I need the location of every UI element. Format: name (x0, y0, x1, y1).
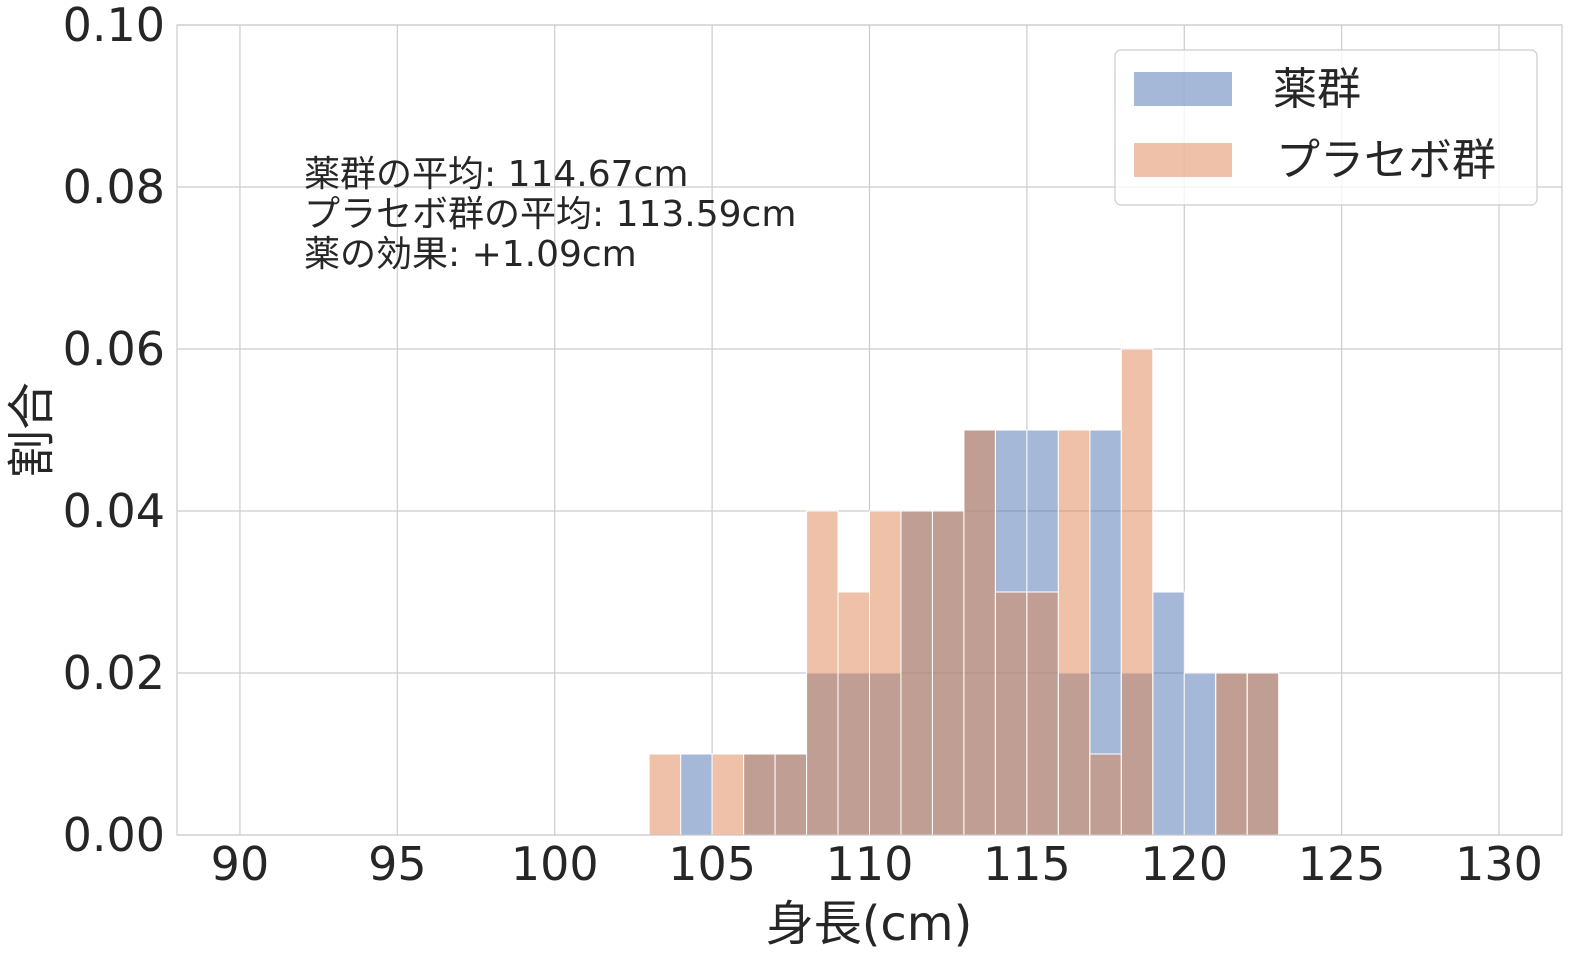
y-tick-label: 0.08 (63, 160, 165, 214)
bar-drug (680, 753, 713, 836)
bar-placebo (869, 510, 902, 836)
x-tick-label: 130 (1455, 837, 1543, 891)
x-tick-label: 95 (368, 837, 427, 891)
annotation-block: 薬群の平均: 114.67cm プラセボ群の平均: 113.59cm 薬の効果:… (304, 154, 796, 275)
x-tick-label: 100 (511, 837, 599, 891)
legend-swatch-drug (1134, 72, 1232, 106)
y-tick-label: 0.00 (63, 808, 165, 862)
annotation-drug-mean: 薬群の平均: 114.67cm (304, 154, 688, 195)
x-tick-label: 115 (983, 837, 1071, 891)
x-tick-label: 125 (1298, 837, 1386, 891)
legend-swatch-placebo (1134, 143, 1232, 177)
x-tick-labels: 90 95 100 105 110 115 120 125 130 (211, 837, 1543, 891)
bar-drug (1152, 591, 1185, 836)
y-tick-label: 0.06 (63, 322, 165, 376)
x-tick-label: 120 (1140, 837, 1228, 891)
x-tick-label: 105 (668, 837, 756, 891)
y-axis-label: 割合 (4, 382, 60, 478)
bars-layer (648, 348, 1280, 836)
bar-placebo (1057, 429, 1091, 836)
legend-label-drug: 薬群 (1273, 64, 1361, 115)
bar-placebo (963, 429, 996, 836)
bar-placebo (711, 753, 745, 836)
bar-placebo (837, 591, 870, 836)
bar-placebo (774, 753, 808, 836)
plot-frame (176, 24, 1563, 836)
bar-drug (1183, 672, 1217, 836)
legend: 薬群 プラセボ群 (1114, 49, 1538, 206)
bar-placebo (1089, 753, 1122, 836)
annotation-drug-effect: 薬の効果: +1.09cm (304, 234, 637, 275)
bar-placebo (1026, 591, 1059, 836)
legend-label-placebo: プラセボ群 (1276, 135, 1496, 186)
x-tick-label: 110 (826, 837, 914, 891)
x-tick-label: 90 (211, 837, 270, 891)
bar-placebo (1246, 672, 1280, 836)
bar-placebo (806, 510, 839, 836)
bar-placebo (1215, 672, 1248, 836)
y-tick-label: 0.10 (63, 0, 165, 52)
annotation-placebo-mean: プラセボ群の平均: 113.59cm (304, 194, 796, 235)
y-tick-label: 0.02 (63, 646, 165, 700)
bar-placebo (931, 510, 965, 836)
y-tick-label: 0.04 (63, 484, 165, 538)
bar-placebo (1120, 348, 1154, 836)
bar-placebo (743, 753, 776, 836)
bar-placebo (994, 591, 1028, 836)
bar-placebo (900, 510, 933, 836)
y-tick-labels: 0.00 0.02 0.04 0.06 0.08 0.10 (63, 0, 165, 862)
x-axis-label: 身長(cm) (766, 896, 973, 952)
bar-placebo (648, 753, 682, 836)
